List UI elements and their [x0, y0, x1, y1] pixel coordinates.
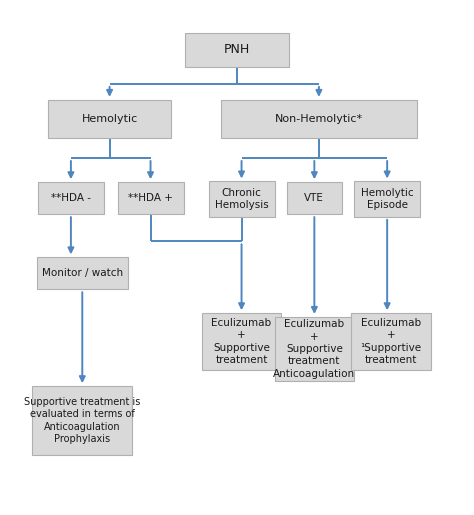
Text: Eculizumab
+
¹Supportive
treatment: Eculizumab + ¹Supportive treatment: [360, 318, 421, 365]
Text: Chronic
Hemolysis: Chronic Hemolysis: [215, 188, 268, 210]
Text: Eculizumab
+
Supportive
treatment: Eculizumab + Supportive treatment: [211, 318, 272, 365]
FancyBboxPatch shape: [274, 317, 354, 381]
FancyBboxPatch shape: [209, 181, 274, 217]
Text: **HDA -: **HDA -: [51, 193, 91, 203]
Text: PNH: PNH: [224, 43, 250, 56]
Text: Eculizumab
+
Supportive
treatment
Anticoagulation: Eculizumab + Supportive treatment Antico…: [273, 319, 356, 379]
Text: Supportive treatment is
evaluated in terms of
Anticoagulation
Prophylaxis: Supportive treatment is evaluated in ter…: [24, 397, 140, 444]
Text: Hemolytic: Hemolytic: [82, 114, 138, 124]
Text: Hemolytic
Episode: Hemolytic Episode: [361, 188, 413, 210]
Text: **HDA +: **HDA +: [128, 193, 173, 203]
FancyBboxPatch shape: [351, 313, 430, 370]
FancyBboxPatch shape: [354, 181, 420, 217]
FancyBboxPatch shape: [37, 258, 128, 289]
FancyBboxPatch shape: [185, 33, 289, 66]
FancyBboxPatch shape: [202, 313, 282, 370]
FancyBboxPatch shape: [48, 100, 171, 139]
Text: Monitor / watch: Monitor / watch: [42, 268, 123, 278]
Text: VTE: VTE: [304, 193, 324, 203]
FancyBboxPatch shape: [38, 182, 104, 214]
Text: Non-Hemolytic*: Non-Hemolytic*: [275, 114, 363, 124]
FancyBboxPatch shape: [287, 182, 342, 214]
FancyBboxPatch shape: [32, 386, 132, 455]
FancyBboxPatch shape: [118, 182, 183, 214]
FancyBboxPatch shape: [221, 100, 417, 139]
